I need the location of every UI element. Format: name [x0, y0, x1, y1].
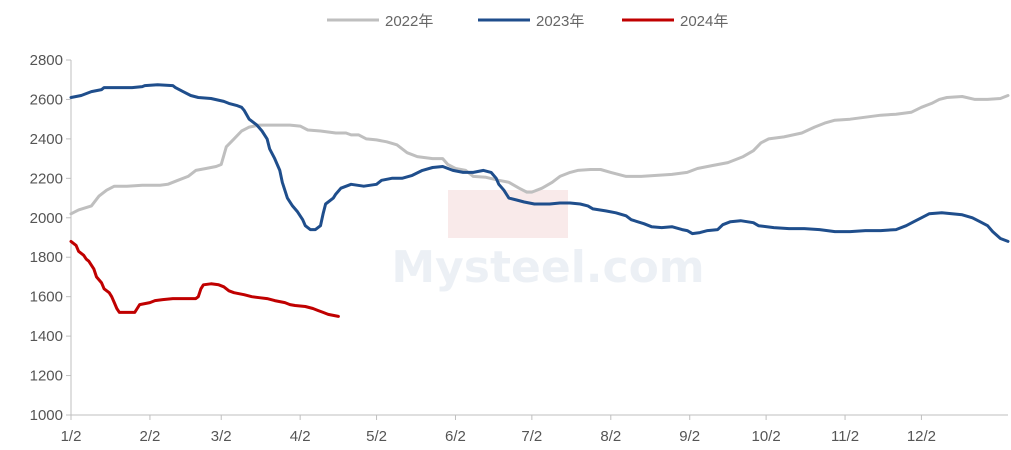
x-tick-label: 10/2	[752, 428, 781, 445]
series-line-2022	[69, 94, 1010, 216]
x-tick-label: 5/2	[366, 428, 387, 445]
x-tick-label: 7/2	[521, 428, 542, 445]
y-tick-label: 1800	[30, 249, 63, 266]
y-tick-label: 1000	[30, 407, 63, 424]
x-tick-label: 1/2	[61, 428, 82, 445]
legend-label: 2023年	[536, 13, 584, 30]
y-tick-label: 2000	[30, 210, 63, 227]
series-line-2023	[69, 83, 1010, 243]
y-tick-label: 2400	[30, 131, 63, 148]
x-tick-label: 11/2	[831, 428, 859, 445]
y-tick-label: 2600	[30, 91, 63, 108]
watermark-text: Mysteel.com	[391, 242, 704, 293]
x-tick-label: 9/2	[679, 428, 700, 445]
y-tick-label: 1600	[30, 289, 63, 306]
x-tick-label: 6/2	[445, 428, 466, 445]
legend: 2022年 2023年 2024年	[327, 13, 728, 30]
y-tick-label: 1200	[30, 368, 63, 385]
legend-label: 2022年	[385, 13, 433, 30]
y-tick-label: 1400	[30, 328, 63, 345]
x-tick-label: 2/2	[140, 428, 161, 445]
series-layer	[69, 83, 1010, 318]
series-line-2024	[69, 239, 340, 318]
y-tick-label: 2200	[30, 170, 63, 187]
x-tick-label: 4/2	[290, 428, 311, 445]
y-tick-label: 2800	[30, 52, 63, 69]
x-tick-label: 8/2	[600, 428, 621, 445]
x-tick-label: 3/2	[211, 428, 232, 445]
x-tick-label: 12/2	[907, 428, 936, 445]
axes: 1000 1200 1400 1600 1800 2000 2200 2400 2600 2800…	[30, 52, 1008, 445]
legend-label: 2024年	[680, 13, 728, 30]
